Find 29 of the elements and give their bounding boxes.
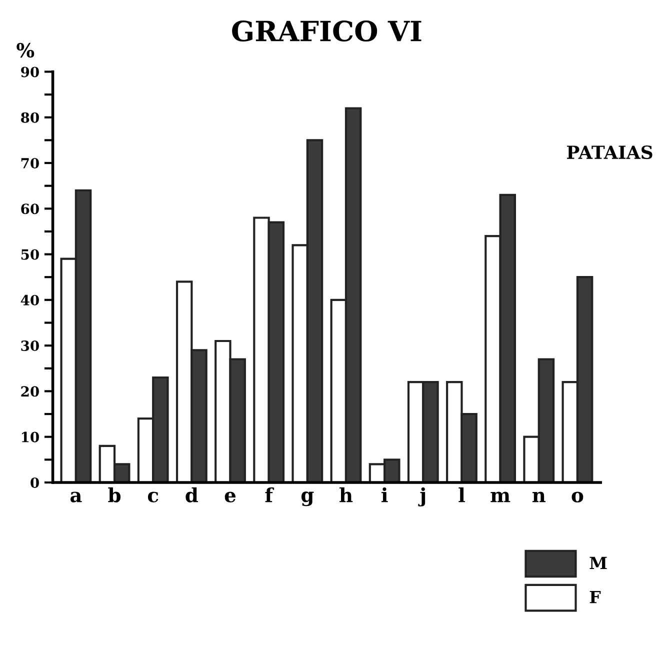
x-tick-label: e — [224, 492, 236, 502]
legend-label: F — [590, 590, 601, 604]
x-tick-label: h — [340, 487, 353, 502]
y-tick-label: 0 — [30, 477, 39, 488]
x-tick-label: a — [70, 492, 82, 502]
y-tick-label: 20 — [21, 386, 39, 397]
x-tick-label: b — [108, 487, 121, 502]
y-tick-label: 50 — [21, 249, 39, 260]
chart-title: GRAFICO VI — [232, 20, 422, 42]
y-tick-label: 30 — [21, 340, 39, 352]
x-tick-label: c — [148, 492, 158, 502]
x-tick-label: d — [186, 487, 198, 502]
y-axis-title: % — [16, 42, 34, 58]
legend-label: M — [590, 556, 607, 570]
x-tick-label: j — [418, 487, 426, 506]
x-tick-label: f — [265, 487, 274, 502]
x-tick-label: i — [382, 487, 388, 502]
x-tick-label: n — [532, 492, 546, 502]
x-tick-label: l — [458, 487, 465, 502]
y-tick-label: 70 — [21, 158, 39, 168]
y-tick-label: 40 — [20, 294, 39, 306]
x-tick-label: g — [301, 491, 314, 506]
annotation: PATAIAS — [567, 145, 652, 160]
y-tick-label: 10 — [22, 432, 39, 442]
y-tick-label: 80 — [20, 112, 39, 123]
x-tick-label: o — [572, 492, 584, 502]
y-tick-label: 90 — [21, 66, 39, 78]
x-tick-label: m — [490, 492, 510, 502]
y-tick-label: 60 — [21, 204, 39, 214]
